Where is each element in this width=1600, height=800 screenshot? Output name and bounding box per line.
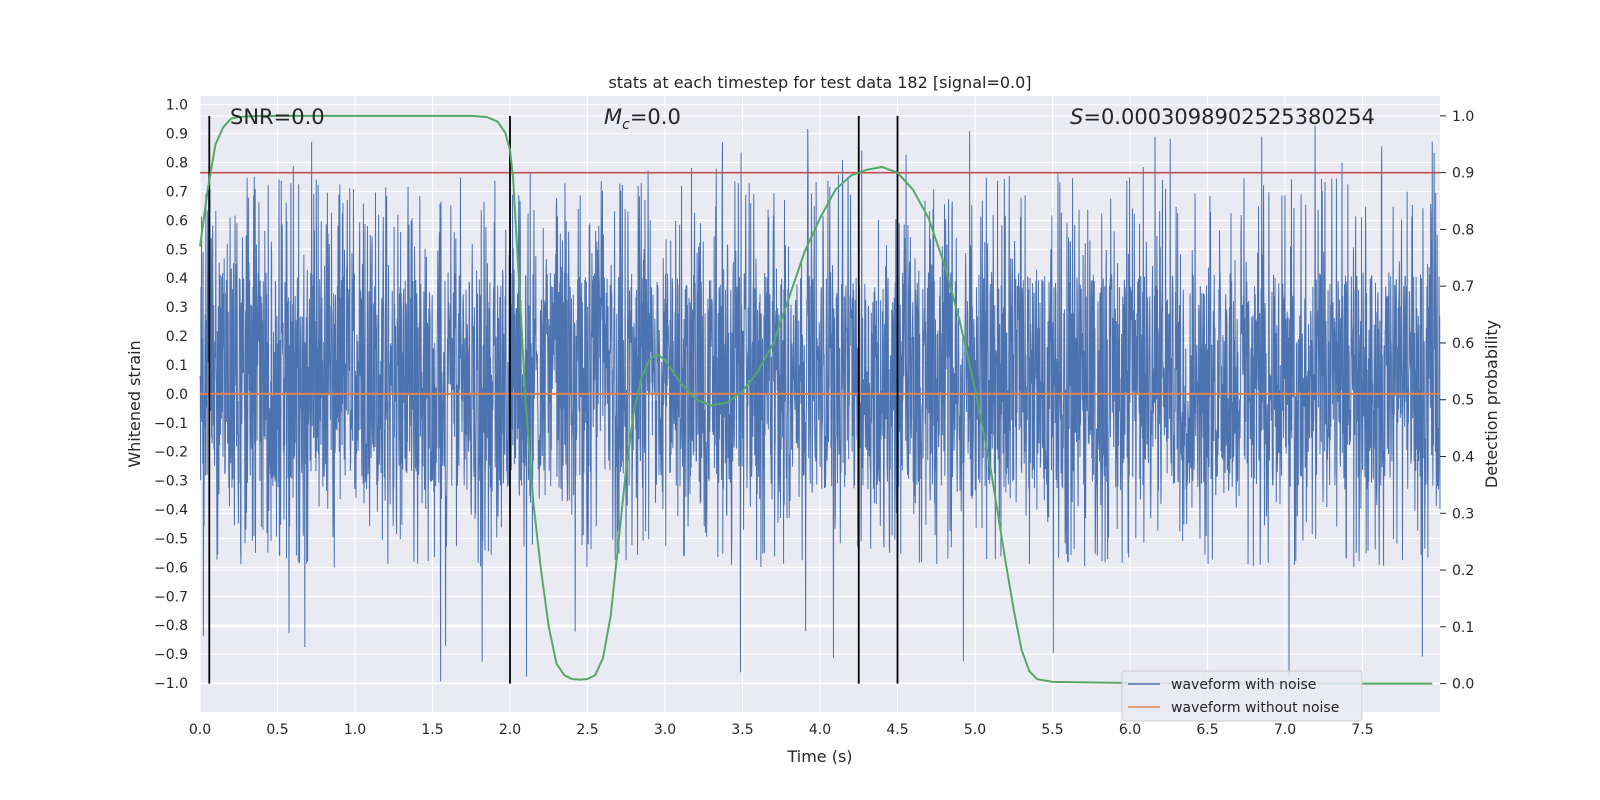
chart-title: stats at each timestep for test data 182… [608, 73, 1031, 92]
x-ticks: 0.0 0.5 1.0 1.5 2.0 2.5 3.0 3.5 4.0 4.5 5.0 5.5 6.0 6… [189, 722, 1374, 738]
x-tick-label: 6.5 [1196, 722, 1218, 738]
x-tick-label: 7.5 [1351, 722, 1373, 738]
legend: waveform with noise waveform without noi… [1121, 670, 1363, 722]
x-axis-label: Time (s) [786, 747, 852, 766]
y-left-tick-label: 1.0 [166, 98, 188, 114]
s-suffix: =0.0003098902525380254 [1083, 105, 1375, 129]
y-left-tick-label: 0.7 [166, 184, 188, 200]
y-left-tick-label: −0.1 [154, 416, 188, 432]
y-left-tick-label: −0.4 [154, 503, 188, 519]
y-left-tick-label: −0.2 [154, 445, 188, 461]
y-right-tick-label: 0.1 [1452, 620, 1474, 636]
y-right-ticks: 0.0 0.1 0.2 0.3 0.4 0.5 0.6 0.7 0.8 0.9 1.0 [1440, 109, 1474, 693]
snr-value: 0.0 [291, 105, 324, 129]
x-tick-label: 7.0 [1274, 722, 1296, 738]
x-tick-label: 5.0 [964, 722, 986, 738]
y-left-tick-label: −0.5 [154, 531, 188, 547]
y-left-axis-label: Whitened strain [125, 340, 144, 467]
y-left-tick-label: 0.2 [166, 329, 188, 345]
x-tick-label: 4.5 [886, 722, 908, 738]
y-left-tick-label: 0.5 [166, 242, 188, 258]
y-left-tick-label: 0.9 [166, 127, 188, 143]
y-right-tick-label: 0.0 [1452, 677, 1474, 693]
x-tick-label: 1.0 [344, 722, 366, 738]
y-right-tick-label: 0.6 [1452, 336, 1474, 352]
mc-symbol: M [604, 105, 622, 129]
s-annotation: S=0.0003098902525380254 [1070, 105, 1375, 129]
y-left-tick-label: −0.3 [154, 474, 188, 490]
y-left-tick-label: −0.6 [154, 560, 188, 576]
legend-label-clean: waveform without noise [1171, 700, 1339, 716]
y-left-tick-label: −0.7 [154, 589, 188, 605]
y-right-tick-label: 0.8 [1452, 222, 1474, 238]
y-left-tick-label: 0.6 [166, 213, 188, 229]
y-right-tick-label: 1.0 [1452, 109, 1474, 125]
series-waveform-with-noise [199, 125, 1441, 682]
x-tick-label: 0.0 [189, 722, 211, 738]
y-right-axis-label: Detection probability [1482, 320, 1501, 488]
snr-annotation: SNR=0.0 [230, 105, 325, 129]
y-left-tick-label: 0.1 [166, 358, 188, 374]
y-left-tick-label: 0.3 [166, 300, 188, 316]
x-tick-label: 2.5 [576, 722, 598, 738]
y-right-tick-label: 0.5 [1452, 393, 1474, 409]
x-tick-label: 3.5 [731, 722, 753, 738]
x-tick-label: 6.0 [1119, 722, 1141, 738]
x-tick-label: 4.0 [809, 722, 831, 738]
y-left-ticks: −1.0 −0.9 −0.8 −0.7 −0.6 −0.5 −0.4 −0.3 −0.2 −0.1… [154, 98, 188, 692]
x-tick-label: 3.0 [654, 722, 676, 738]
mc-subscript: c [622, 117, 630, 133]
y-right-tick-label: 0.3 [1452, 506, 1474, 522]
legend-label-noise: waveform with noise [1171, 677, 1316, 693]
y-left-tick-label: −1.0 [154, 676, 188, 692]
y-right-tick-label: 0.2 [1452, 563, 1474, 579]
y-left-tick-label: 0.0 [166, 387, 188, 403]
y-left-tick-label: 0.4 [166, 271, 188, 287]
series-detection-probability [199, 114, 1433, 685]
y-left-tick-label: −0.9 [154, 647, 188, 663]
legend-frame [1121, 670, 1363, 722]
mc-annotation: Mc=0.0 [604, 105, 681, 133]
y-right-tick-label: 0.7 [1452, 279, 1474, 295]
y-left-tick-label: −0.8 [154, 618, 188, 634]
y-left-tick-label: 0.8 [166, 156, 188, 172]
x-tick-label: 2.0 [499, 722, 521, 738]
snr-prefix: SNR= [230, 105, 291, 129]
vertical-markers [208, 115, 899, 684]
s-symbol: S [1070, 105, 1083, 129]
y-right-tick-label: 0.9 [1452, 166, 1474, 182]
y-right-tick-label: 0.4 [1452, 450, 1474, 466]
x-tick-label: 1.5 [421, 722, 443, 738]
x-tick-label: 0.5 [266, 722, 288, 738]
x-tick-label: 5.5 [1041, 722, 1063, 738]
mc-suffix: =0.0 [630, 105, 681, 129]
